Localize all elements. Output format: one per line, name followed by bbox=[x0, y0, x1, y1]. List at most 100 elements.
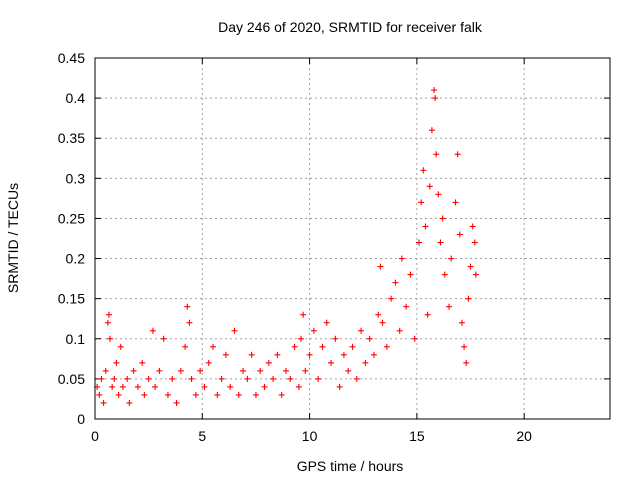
data-point bbox=[105, 311, 112, 318]
data-point bbox=[141, 391, 148, 398]
data-point bbox=[416, 239, 423, 246]
data-point bbox=[102, 367, 109, 374]
data-point bbox=[456, 231, 463, 238]
y-tick-label: 0.05 bbox=[58, 371, 85, 387]
data-point bbox=[441, 271, 448, 278]
data-point bbox=[336, 383, 343, 390]
data-point bbox=[407, 271, 414, 278]
x-tick-label: 15 bbox=[409, 428, 425, 444]
data-point bbox=[375, 311, 382, 318]
data-point bbox=[370, 351, 377, 358]
data-point bbox=[205, 359, 212, 366]
y-tick-label: 0.2 bbox=[66, 251, 86, 267]
data-point bbox=[302, 367, 309, 374]
data-point bbox=[188, 375, 195, 382]
data-point bbox=[418, 199, 425, 206]
data-point bbox=[465, 295, 472, 302]
data-point bbox=[291, 343, 298, 350]
data-point bbox=[463, 359, 470, 366]
y-tick-label: 0.45 bbox=[58, 50, 85, 66]
data-point bbox=[182, 343, 189, 350]
data-point bbox=[298, 335, 304, 342]
data-point bbox=[248, 351, 255, 358]
data-point bbox=[282, 367, 289, 374]
data-points bbox=[94, 87, 479, 406]
data-point bbox=[315, 375, 322, 382]
x-tick-label: 20 bbox=[516, 428, 532, 444]
data-point bbox=[398, 255, 405, 262]
data-point bbox=[439, 215, 446, 222]
data-point bbox=[310, 327, 317, 334]
data-point bbox=[173, 399, 180, 406]
data-point bbox=[244, 375, 251, 382]
data-point bbox=[169, 375, 176, 382]
y-tick-label: 0.15 bbox=[58, 291, 85, 307]
data-point bbox=[295, 383, 302, 390]
data-point bbox=[340, 351, 347, 358]
data-point bbox=[461, 343, 468, 350]
data-point bbox=[100, 399, 107, 406]
y-tick-label: 0.1 bbox=[66, 331, 86, 347]
y-tick-label: 0 bbox=[77, 411, 85, 427]
data-point bbox=[107, 335, 114, 342]
data-point bbox=[435, 191, 442, 198]
data-point bbox=[448, 255, 455, 262]
data-point bbox=[111, 375, 118, 382]
data-point bbox=[96, 391, 103, 398]
data-point bbox=[265, 359, 272, 366]
data-point bbox=[396, 327, 403, 334]
x-tick-label: 0 bbox=[91, 428, 99, 444]
data-point bbox=[467, 263, 474, 270]
data-point bbox=[270, 375, 277, 382]
data-point bbox=[362, 359, 369, 366]
data-point bbox=[152, 383, 159, 390]
data-point bbox=[328, 359, 335, 366]
data-point bbox=[261, 383, 268, 390]
data-point bbox=[210, 343, 217, 350]
y-tick-label: 0.3 bbox=[66, 170, 86, 186]
x-axis-label: GPS time / hours bbox=[297, 458, 404, 474]
data-point bbox=[383, 343, 390, 350]
data-point bbox=[156, 367, 163, 374]
data-point bbox=[446, 303, 453, 310]
data-point bbox=[437, 239, 444, 246]
data-point bbox=[104, 319, 111, 326]
data-point bbox=[177, 367, 184, 374]
data-point bbox=[145, 375, 152, 382]
plot-frame bbox=[94, 57, 611, 420]
data-point bbox=[420, 167, 427, 174]
data-point bbox=[306, 351, 313, 358]
data-point bbox=[472, 271, 479, 278]
data-point bbox=[124, 375, 131, 382]
data-point bbox=[160, 335, 167, 342]
data-point bbox=[164, 391, 171, 398]
data-point bbox=[471, 239, 478, 246]
data-point bbox=[366, 335, 373, 342]
data-point bbox=[431, 87, 438, 94]
data-point bbox=[426, 183, 433, 190]
data-point bbox=[319, 343, 326, 350]
y-tick-label: 0.4 bbox=[66, 90, 86, 106]
data-point bbox=[422, 223, 429, 230]
y-axis-label: SRMTID / TECUs bbox=[5, 183, 21, 293]
data-point bbox=[222, 351, 229, 358]
data-point bbox=[428, 127, 435, 134]
data-point bbox=[358, 327, 365, 334]
data-point bbox=[184, 303, 191, 310]
data-point bbox=[257, 367, 264, 374]
x-tick-label: 5 bbox=[198, 428, 206, 444]
data-point bbox=[278, 391, 285, 398]
data-point bbox=[240, 367, 247, 374]
grid-lines bbox=[95, 58, 610, 419]
data-point bbox=[119, 383, 126, 390]
axis-ticks: 0 0.05 0.1 0.15 0.2 0.25 0.3 0.35 0.4 0.45 0 5 10 15 2… bbox=[58, 50, 610, 444]
y-tick-label: 0.35 bbox=[58, 130, 85, 146]
data-point bbox=[98, 375, 105, 382]
data-point bbox=[432, 95, 439, 102]
data-point bbox=[353, 375, 360, 382]
data-point bbox=[192, 391, 199, 398]
data-point bbox=[149, 327, 156, 334]
data-point bbox=[235, 391, 242, 398]
data-point bbox=[469, 223, 476, 230]
data-point bbox=[274, 351, 281, 358]
